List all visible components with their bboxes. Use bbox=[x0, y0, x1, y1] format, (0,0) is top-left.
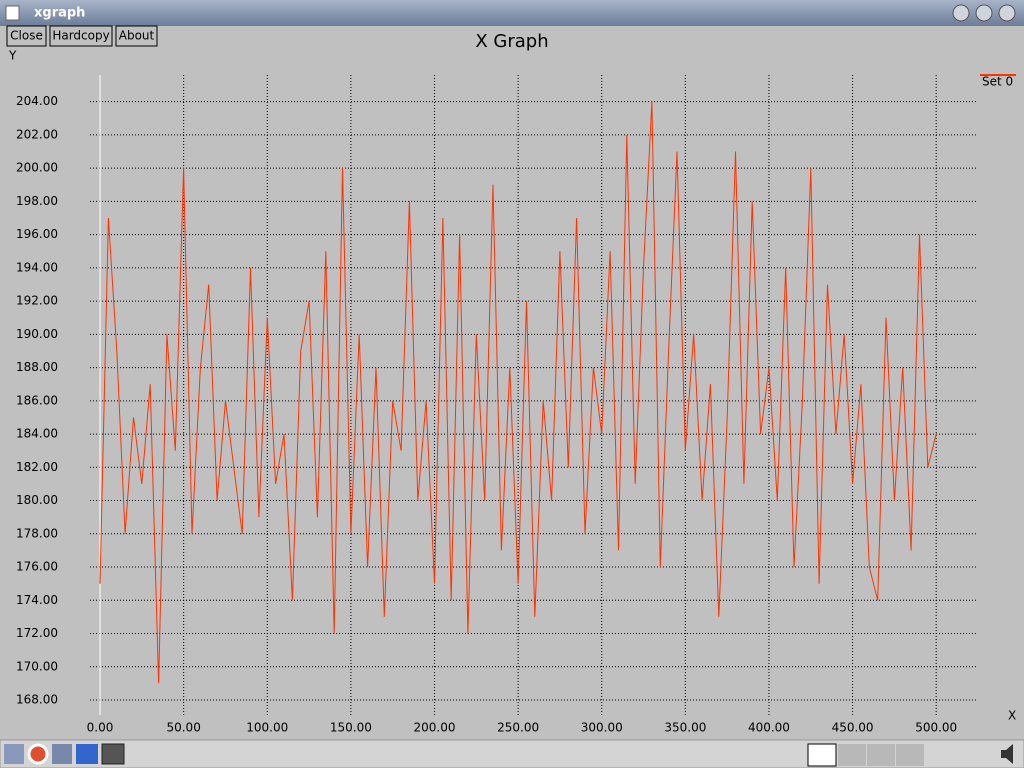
button[interactable]: Close bbox=[6, 25, 47, 47]
button[interactable]: About bbox=[115, 25, 158, 47]
x-tick-label: 450.00 bbox=[832, 721, 874, 735]
y-tick-label: 182.00 bbox=[16, 460, 58, 474]
y-tick-label: 204.00 bbox=[16, 94, 58, 108]
y-tick-label: 178.00 bbox=[16, 526, 58, 540]
workspace-2[interactable] bbox=[838, 744, 866, 766]
y-axis-label: Y bbox=[8, 49, 17, 63]
y-tick-label: 186.00 bbox=[16, 393, 58, 407]
y-tick-label: 188.00 bbox=[16, 360, 58, 374]
y-tick-label: 168.00 bbox=[16, 693, 58, 707]
button[interactable]: Hardcopy bbox=[49, 25, 113, 47]
y-tick-label: 174.00 bbox=[16, 593, 58, 607]
taskbar-icon[interactable] bbox=[101, 743, 125, 765]
taskbar-icon[interactable] bbox=[27, 743, 49, 765]
y-tick-label: 192.00 bbox=[16, 294, 58, 308]
x-tick-label: 250.00 bbox=[497, 721, 539, 735]
button-label[interactable]: Close bbox=[10, 29, 43, 43]
taskbar-icon[interactable] bbox=[4, 744, 24, 764]
button-frame[interactable] bbox=[115, 25, 158, 47]
button-frame[interactable] bbox=[49, 25, 113, 47]
x-tick-label: 100.00 bbox=[246, 721, 288, 735]
taskbar-icon[interactable] bbox=[76, 744, 98, 764]
workspace-3[interactable] bbox=[867, 744, 895, 766]
volume-icon[interactable] bbox=[1001, 744, 1013, 764]
workspace-1[interactable] bbox=[807, 743, 837, 767]
title-bar bbox=[0, 0, 1024, 26]
x-tick-label: 400.00 bbox=[748, 721, 790, 735]
x-tick-label: 50.00 bbox=[166, 721, 200, 735]
x-tick-label: 300.00 bbox=[581, 721, 623, 735]
x-tick-label: 350.00 bbox=[664, 721, 706, 735]
y-tick-label: 172.00 bbox=[16, 626, 58, 640]
maximize-button[interactable] bbox=[975, 4, 993, 22]
window-title: xgraph bbox=[34, 6, 85, 21]
button-label[interactable]: About bbox=[119, 29, 155, 43]
workspace-4[interactable] bbox=[896, 744, 924, 766]
x-tick-label: 150.00 bbox=[330, 721, 372, 735]
y-tick-label: 202.00 bbox=[16, 127, 58, 141]
y-tick-label: 176.00 bbox=[16, 560, 58, 574]
close-window-button[interactable] bbox=[998, 4, 1016, 22]
button-frame[interactable] bbox=[6, 25, 47, 47]
y-tick-label: 200.00 bbox=[16, 161, 58, 175]
y-tick-label: 198.00 bbox=[16, 194, 58, 208]
data-line bbox=[99, 101, 937, 684]
chart-title: X Graph bbox=[475, 31, 548, 52]
taskbar-icon[interactable] bbox=[52, 744, 72, 764]
legend-label: Set 0 bbox=[982, 75, 1013, 89]
minimize-button[interactable] bbox=[952, 4, 970, 22]
y-tick-label: 180.00 bbox=[16, 493, 58, 507]
plot: 168.00 170.00 172.00 174.00 176.00 178.00 180.… bbox=[16, 74, 1016, 735]
y-tick-label: 170.00 bbox=[16, 659, 58, 673]
button-label[interactable]: Hardcopy bbox=[52, 29, 109, 43]
y-tick-label: 190.00 bbox=[16, 327, 58, 341]
y-tick-label: 196.00 bbox=[16, 227, 58, 241]
y-tick-label: 184.00 bbox=[16, 427, 58, 441]
x-tick-label: 500.00 bbox=[915, 721, 957, 735]
y-tick-label: 194.00 bbox=[16, 260, 58, 274]
window-icon bbox=[5, 5, 20, 21]
x-axis-label: X bbox=[1008, 709, 1016, 723]
x-tick-label: 0.00 bbox=[87, 721, 114, 735]
x-tick-label: 200.00 bbox=[413, 721, 455, 735]
